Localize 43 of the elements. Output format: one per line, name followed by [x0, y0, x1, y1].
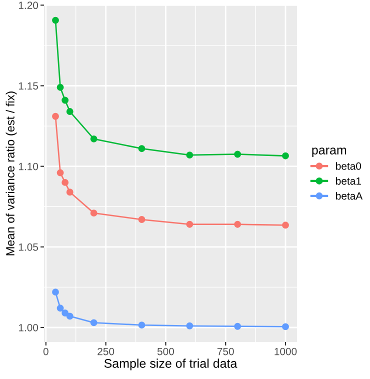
point: [186, 220, 194, 228]
point: [62, 96, 69, 104]
point: [56, 169, 64, 176]
point: [56, 84, 64, 91]
legend-title: param: [312, 148, 346, 157]
point: [90, 135, 98, 142]
y-tick-label: 1.15: [18, 82, 38, 90]
point: [90, 319, 98, 326]
y-tick-label: 1.05: [18, 243, 38, 251]
point: [56, 304, 64, 312]
legend-label: beta0: [336, 162, 362, 170]
point: [66, 108, 74, 116]
x-axis-title: Sample size of trial data: [104, 358, 238, 370]
legend-label: beta1: [336, 177, 361, 185]
point: [90, 210, 98, 217]
point: [234, 150, 242, 158]
point: [62, 178, 69, 186]
x-tick-label: 250: [98, 348, 114, 356]
point: [138, 216, 146, 223]
point: [138, 145, 146, 152]
point: [234, 220, 242, 228]
point: [234, 322, 242, 330]
point: [186, 152, 194, 159]
point: [52, 16, 59, 24]
x-tick-label: 0: [43, 348, 48, 356]
legend-label: betaA: [336, 192, 363, 200]
point: [186, 322, 194, 330]
y-axis-title: Mean of variance ratio (est / fix): [6, 92, 17, 256]
point: [282, 152, 289, 160]
x-tick-label: 500: [157, 348, 174, 356]
point: [52, 112, 59, 120]
y-tick-label: 1.10: [18, 162, 38, 170]
point: [52, 288, 59, 296]
point: [62, 310, 69, 316]
point: [66, 188, 74, 196]
point: [282, 222, 289, 229]
y-tick-label: 1.00: [18, 324, 38, 332]
y-tick-label: 1.20: [18, 2, 38, 10]
point: [282, 323, 289, 330]
point: [66, 312, 74, 320]
x-tick-label: 1000: [274, 348, 297, 356]
point: [138, 322, 146, 329]
x-tick-label: 750: [217, 348, 234, 356]
